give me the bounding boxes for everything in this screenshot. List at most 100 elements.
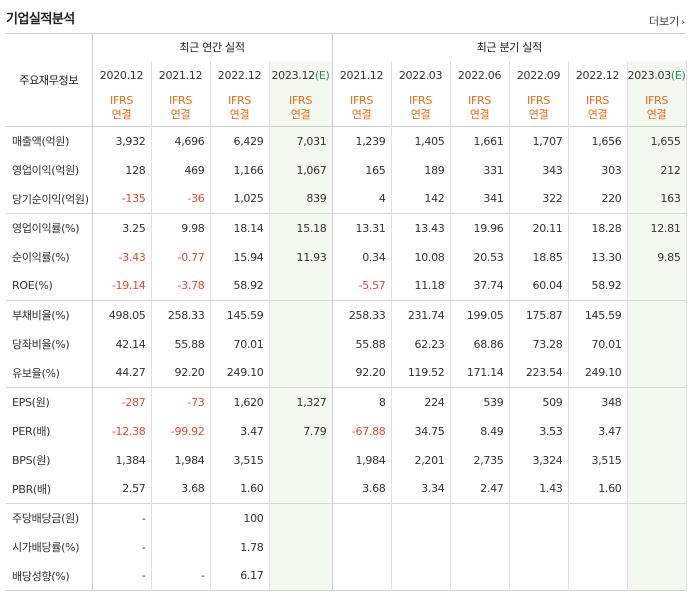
- table-cell: 1.78: [210, 532, 270, 562]
- date-label: 2021.12: [339, 69, 384, 82]
- table-row: 매출액(억원) 3,932 4,696 6,429 7,031 1,239 1,405 1,6…: [6, 126, 687, 156]
- table-row: 배당성향(%) - -6.17: [6, 561, 687, 591]
- table-cell: [450, 503, 510, 533]
- table-cell: 3,324: [509, 445, 569, 475]
- table-cell: -67.88: [332, 416, 392, 446]
- ifrs-bottom: 연결: [111, 108, 132, 122]
- table-cell: 165: [332, 155, 392, 185]
- table-cell: 223.54: [509, 358, 569, 388]
- table-row: PBR(배) 2.57 3.68 1.60 3.68 3.34 2.47 1.43 1.60: [6, 474, 687, 504]
- table-cell: 322: [509, 184, 569, 214]
- annual-date-header: 2021.12: [151, 60, 211, 91]
- table-cell: [269, 358, 333, 388]
- table-cell: 175.87: [509, 300, 569, 330]
- date-label: 2022.09: [516, 69, 561, 82]
- table-cell: 509: [509, 387, 569, 417]
- table-cell: 11.18: [391, 271, 451, 301]
- table-row: EPS(원) -287 -73 1,620 1,327 8 224 539 509 348: [6, 387, 687, 417]
- table-cell: 6.17: [210, 561, 270, 591]
- table-cell: 220: [568, 184, 628, 214]
- table-cell: [269, 561, 333, 591]
- table-cell: 44.27: [92, 358, 152, 388]
- table-cell: 6,429: [210, 126, 270, 156]
- table-cell: 303: [568, 155, 628, 185]
- annual-date-header: 2022.12: [210, 60, 270, 91]
- table-cell: [509, 561, 569, 591]
- table-cell: 1,656: [568, 126, 628, 156]
- row-label: 유보율(%): [6, 358, 93, 388]
- table-cell: [627, 387, 687, 417]
- table-cell: [568, 532, 628, 562]
- table-cell: [568, 503, 628, 533]
- table-cell: [269, 329, 333, 359]
- table-cell: [627, 358, 687, 388]
- table-cell: 163: [627, 184, 687, 214]
- table-cell: 224: [391, 387, 451, 417]
- table-cell: 34.75: [391, 416, 451, 446]
- ifrs-bottom: 연결: [351, 108, 372, 122]
- ifrs-label: IFRS 연결: [332, 90, 392, 127]
- table-cell: 2.57: [92, 474, 152, 504]
- table-cell: 60.04: [509, 271, 569, 301]
- table-row: PER(배) -12.38 -99.92 3.47 7.79 -67.88 34.75 8.4…: [6, 416, 687, 446]
- estimate-mark: (E): [670, 69, 686, 82]
- table-cell: 539: [450, 387, 510, 417]
- ifrs-bottom: 연결: [410, 108, 431, 122]
- table-cell: 839: [269, 184, 333, 214]
- ifrs-top: IFRS: [169, 94, 192, 108]
- table-row: 순이익률(%) -3.43 -0.77 15.94 11.93 0.34 10.08 20.5…: [6, 242, 687, 272]
- table-cell: 1,661: [450, 126, 510, 156]
- table-cell: -36: [151, 184, 211, 214]
- table-cell: 55.88: [332, 329, 392, 359]
- quarter-date-header: 2022.12: [568, 60, 628, 91]
- table-cell: 128: [92, 155, 152, 185]
- table-cell: 0.34: [332, 242, 392, 272]
- table-cell: 3.47: [568, 416, 628, 446]
- date-label: 2022.12: [575, 69, 620, 82]
- table-cell: [332, 532, 392, 562]
- table-cell: 2,201: [391, 445, 451, 475]
- row-label: 영업이익(억원): [6, 155, 93, 185]
- table-cell: 145.59: [568, 300, 628, 330]
- table-cell: 3,932: [92, 126, 152, 156]
- table-cell: -135: [92, 184, 152, 214]
- table-cell: 20.11: [509, 213, 569, 243]
- table-cell: [332, 503, 392, 533]
- date-label: 2022.06: [457, 69, 502, 82]
- table-cell: [269, 445, 333, 475]
- quarter-group-label: 최근 분기 실적: [476, 41, 543, 55]
- table-cell: [269, 474, 333, 504]
- table-cell: 1,405: [391, 126, 451, 156]
- date-label: 2022.12: [217, 69, 262, 82]
- annual-date-header: 2020.12: [92, 60, 152, 91]
- table-cell: -3.43: [92, 242, 152, 272]
- table-cell: 4,696: [151, 126, 211, 156]
- table-cell: 11.93: [269, 242, 333, 272]
- ifrs-top: IFRS: [586, 94, 610, 108]
- table-cell: 58.92: [568, 271, 628, 301]
- table-cell: 13.30: [568, 242, 628, 272]
- table-cell: 142: [391, 184, 451, 214]
- more-label: 더보기: [649, 15, 680, 28]
- ifrs-label: IFRS 연결: [151, 90, 211, 127]
- table-cell: 7,031: [269, 126, 333, 156]
- table-cell: -12.38: [92, 416, 152, 446]
- table-row: ROE(%) -19.14 -3.78 58.92 -5.57 11.18 37.74 60.…: [6, 271, 687, 301]
- table-row: 시가배당률(%) - 1.78: [6, 532, 687, 562]
- table-cell: 498.05: [92, 300, 152, 330]
- table-cell: 119.52: [391, 358, 451, 388]
- table-cell: [391, 532, 451, 562]
- more-link[interactable]: 더보기 ›: [649, 13, 685, 29]
- table-cell: 1.60: [210, 474, 270, 504]
- row-label: 영업이익률(%): [6, 213, 93, 243]
- table-cell: 2,735: [450, 445, 510, 475]
- table-cell: 1,384: [92, 445, 152, 475]
- table-row: BPS(원) 1,384 1,984 3,515 1,984 2,201 2,735 3,32…: [6, 445, 687, 475]
- table-cell: 10.08: [391, 242, 451, 272]
- ifrs-label: IFRS 연결: [92, 90, 152, 127]
- row-label: EPS(원): [6, 387, 93, 417]
- ifrs-bottom: 연결: [646, 108, 667, 122]
- table-cell: 9.98: [151, 213, 211, 243]
- table-cell: [627, 474, 687, 504]
- table-cell: 1,239: [332, 126, 392, 156]
